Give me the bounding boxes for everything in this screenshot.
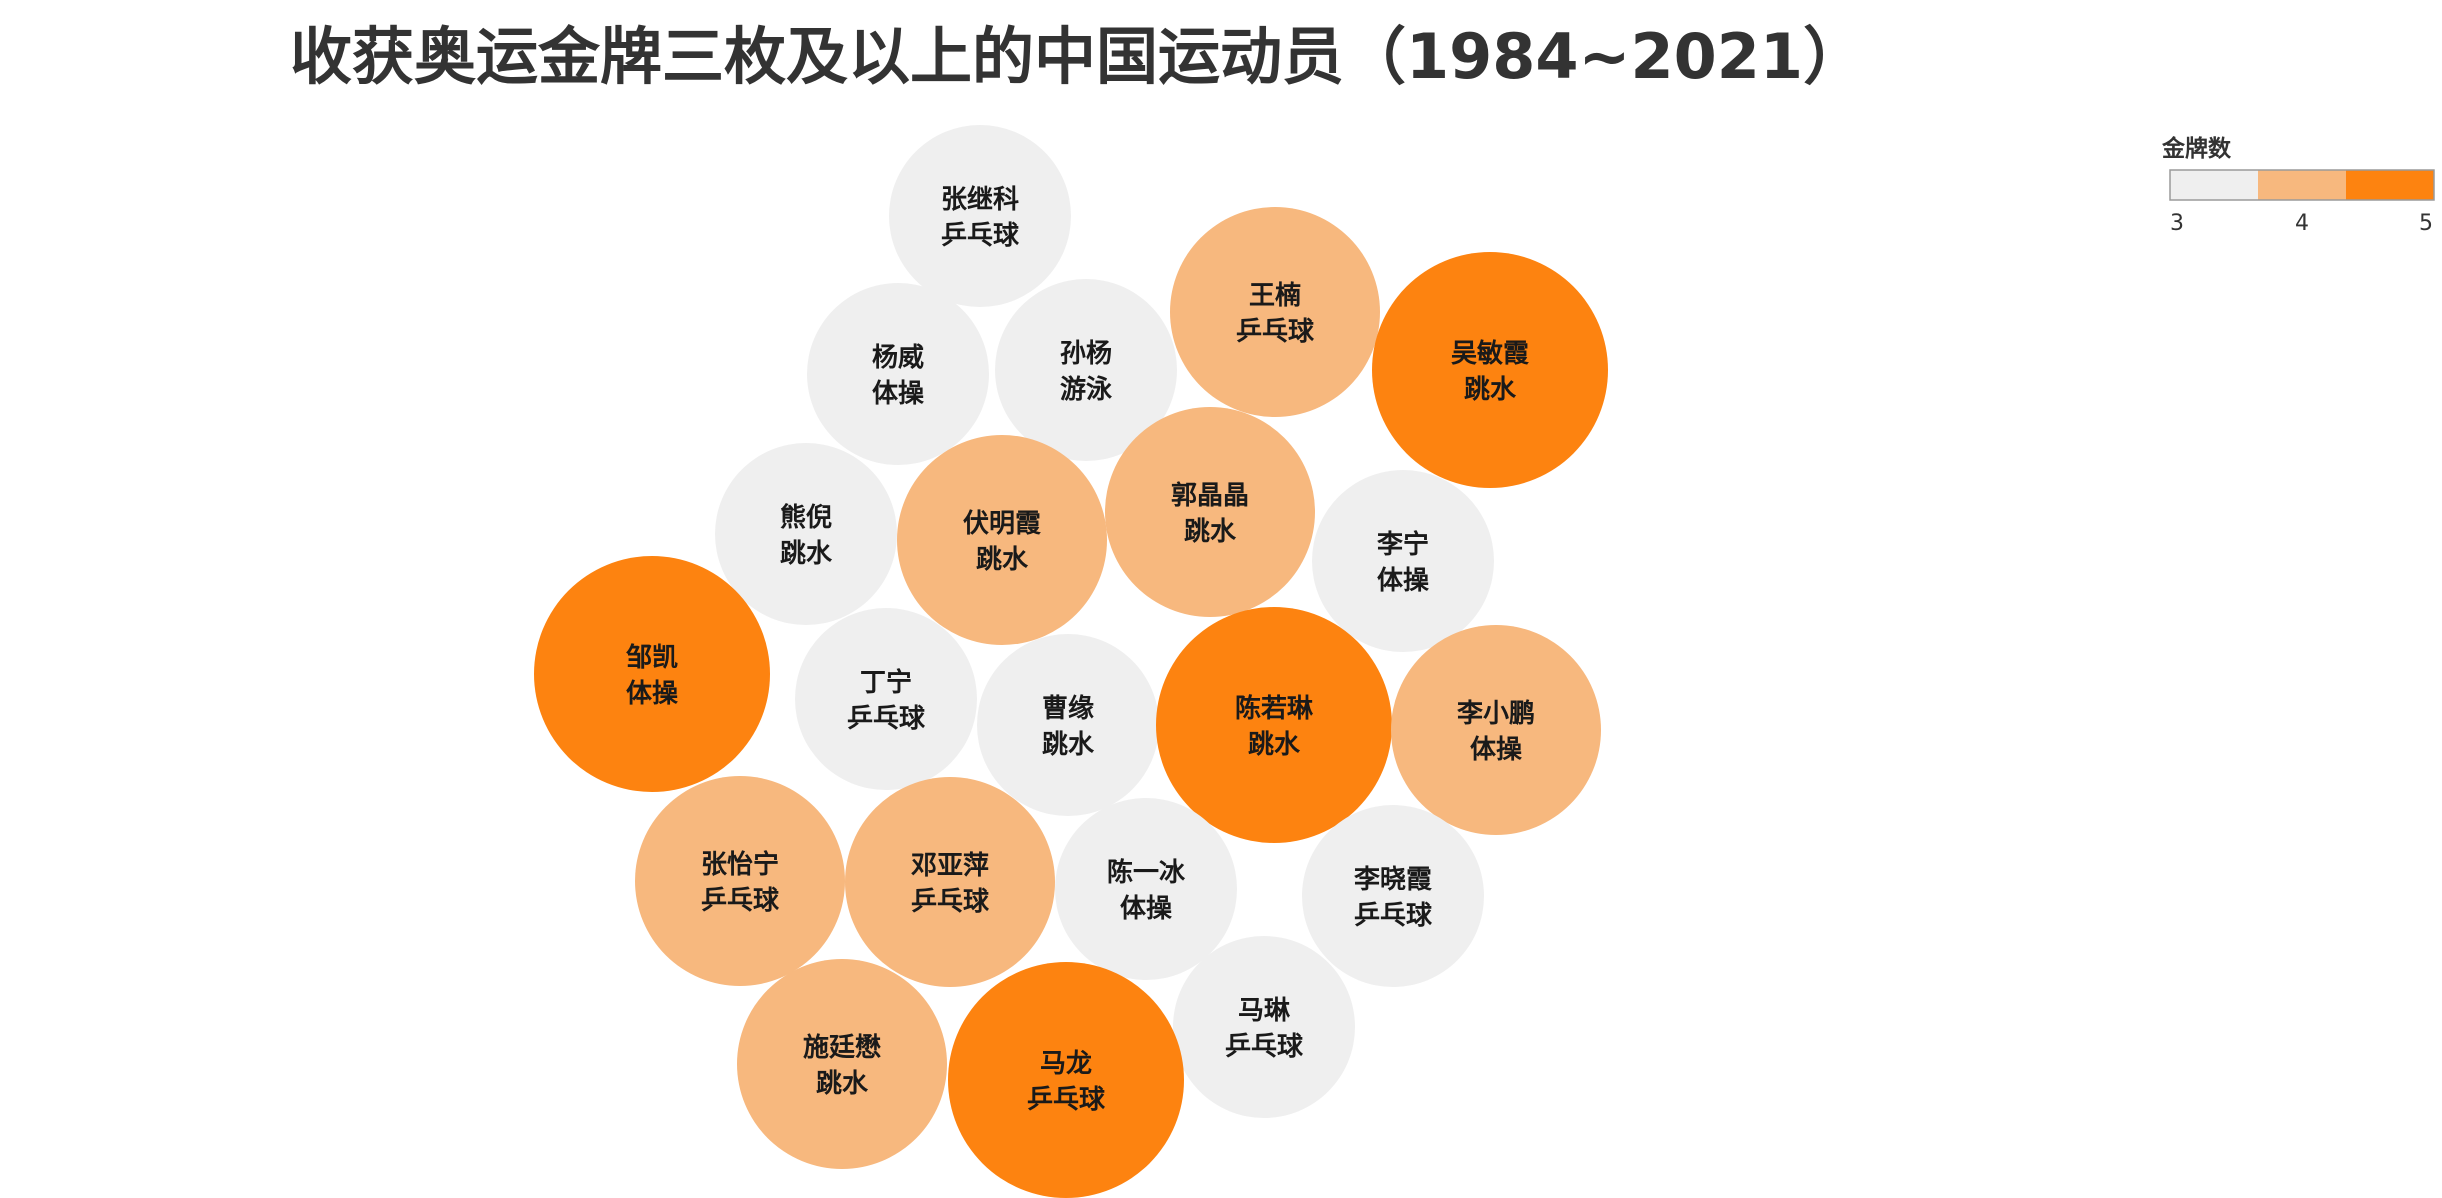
legend: 金牌数 3 4 5 [2161, 135, 2435, 236]
bubble-sport-label: 乒乓球 [847, 704, 926, 734]
bubble-circle [807, 283, 989, 465]
bubble-sport-label: 乒乓球 [1225, 1032, 1304, 1062]
bubble-name-label: 李晓霞 [1353, 865, 1433, 895]
chart-title: 收获奥运金牌三枚及以上的中国运动员（1984~2021） [290, 20, 1865, 93]
bubble-circle [1173, 936, 1355, 1118]
bubble-circle [534, 556, 770, 792]
bubble-name-label: 陈一冰 [1107, 857, 1186, 888]
bubble-name-label: 邹凯 [626, 643, 678, 673]
bubble-circle [1055, 798, 1237, 980]
bubble-sport-label: 乒乓球 [911, 887, 990, 917]
bubble-circle [1156, 607, 1392, 843]
bubble-sport-label: 乒乓球 [701, 886, 780, 916]
bubble-circle [1372, 252, 1608, 488]
legend-bar-outline [2169, 169, 2435, 201]
bubble-circle [995, 279, 1177, 461]
bubble-sport-label: 跳水 [976, 545, 1029, 575]
bubble-name-label: 张继科 [941, 184, 1019, 215]
bubble-circle [1302, 805, 1484, 987]
bubble-circle [845, 777, 1055, 987]
legend-title: 金牌数 [2161, 135, 2232, 162]
bubble-sport-label: 体操 [1377, 566, 1430, 596]
bubble-name-label: 马琳 [1238, 996, 1291, 1026]
bubble-circle [795, 608, 977, 790]
bubble-circle [1170, 207, 1380, 417]
bubble-circle [1105, 407, 1315, 617]
bubble-name-label: 邓亚萍 [911, 851, 989, 881]
bubble-circle [635, 776, 845, 986]
bubble-sport-label: 跳水 [1248, 730, 1301, 760]
legend-tick-label: 5 [2419, 211, 2433, 236]
bubble-circle [889, 125, 1071, 307]
bubble-name-label: 李小鹏 [1456, 699, 1535, 729]
bubble-circle [948, 962, 1184, 1198]
bubble-circle [737, 959, 947, 1169]
bubble-sport-label: 乒乓球 [1236, 317, 1315, 347]
bubble-sport-label: 体操 [1120, 894, 1173, 924]
bubble-name-label: 曹缘 [1042, 694, 1094, 724]
bubble-name-label: 王楠 [1249, 280, 1301, 311]
bubble-sport-label: 体操 [1470, 735, 1523, 765]
bubble-sport-label: 跳水 [1464, 375, 1517, 405]
legend-swatch [2170, 170, 2258, 200]
bubble-name-label: 郭晶晶 [1171, 481, 1249, 511]
bubble-name-label: 张怡宁 [701, 849, 779, 880]
bubble-circle [715, 443, 897, 625]
bubble-sport-label: 跳水 [1042, 730, 1095, 760]
bubble-name-label: 孙杨 [1060, 339, 1112, 369]
bubble-circle [1312, 470, 1494, 652]
bubble-sport-label: 跳水 [780, 539, 833, 569]
bubble-name-label: 施廷懋 [803, 1032, 881, 1063]
legend-tick-label: 3 [2170, 211, 2184, 236]
bubble-sport-label: 跳水 [816, 1069, 869, 1099]
bubble-circle [977, 634, 1159, 816]
legend-swatch [2258, 170, 2346, 200]
bubble-sport-label: 乒乓球 [1354, 901, 1433, 931]
legend-swatch [2346, 170, 2434, 200]
bubble-sport-label: 体操 [626, 679, 679, 709]
bubble-name-label: 吴敏霞 [1451, 339, 1530, 369]
bubble-sport-label: 体操 [872, 379, 925, 409]
bubble-name-label: 杨威 [872, 342, 924, 373]
bubble-sport-label: 乒乓球 [1027, 1085, 1106, 1115]
bubble-sport-label: 乒乓球 [941, 221, 1020, 251]
bubble-name-label: 丁宁 [860, 667, 912, 698]
bubble-name-label: 伏明霞 [963, 509, 1042, 539]
bubble-name-label: 熊倪 [780, 502, 832, 533]
legend-bar [2169, 169, 2435, 201]
bubble-name-label: 李宁 [1376, 529, 1429, 560]
bubble-name-label: 陈若琳 [1235, 693, 1314, 724]
bubble-circle [897, 435, 1107, 645]
bubble-name-label: 马龙 [1040, 1049, 1092, 1079]
legend-ticks: 3 4 5 [2170, 211, 2433, 236]
bubble-circle [1391, 625, 1601, 835]
legend-tick-label: 4 [2295, 211, 2309, 236]
bubble-sport-label: 跳水 [1184, 517, 1237, 547]
bubble-sport-label: 游泳 [1060, 375, 1113, 405]
